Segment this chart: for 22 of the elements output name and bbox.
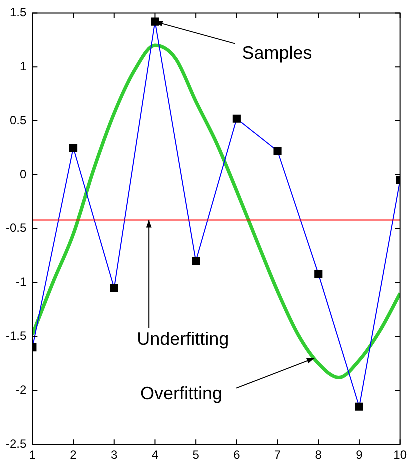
- y-tick-label: -1.5: [6, 329, 27, 344]
- y-tick-label: -2: [16, 382, 27, 397]
- x-tick-label: 3: [111, 448, 118, 462]
- x-tick-label: 5: [192, 448, 200, 462]
- annotation: Underfitting: [137, 329, 230, 350]
- x-tick-label: 1: [29, 448, 36, 462]
- y-tick-label: 1.5: [10, 6, 27, 20]
- x-tick-label: 2: [70, 448, 78, 462]
- x-tick-label: 8: [315, 448, 322, 462]
- x-tick-label: 9: [356, 448, 364, 462]
- x-tick-label: 10: [394, 448, 408, 462]
- x-tick-label: 7: [274, 448, 282, 462]
- y-tick-label: 0: [20, 167, 27, 182]
- x-tick-label: 6: [234, 448, 241, 462]
- x-tick-label: 4: [152, 448, 159, 462]
- y-tick-label: -1: [16, 275, 27, 290]
- y-tick-label: 0.5: [10, 113, 27, 128]
- annotation: Samples: [242, 42, 312, 63]
- annotation: Overfitting: [140, 383, 223, 404]
- y-tick-label: 1: [20, 59, 27, 74]
- y-tick-label: -0.5: [6, 221, 27, 236]
- y-tick-label: -2.5: [6, 436, 27, 451]
